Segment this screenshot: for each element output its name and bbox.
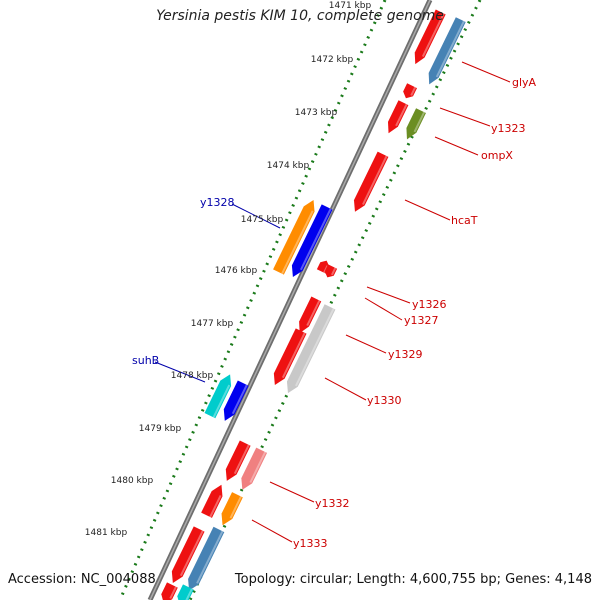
gene-labels: glyA y1323 ompX hcaT y1326 y1327 y1329 y1330 y13… xyxy=(132,76,537,550)
gene-ompX-arrow[interactable] xyxy=(402,108,426,142)
kbp-tick-label: 1481 kbp xyxy=(85,528,128,538)
gene-red-2-highlight xyxy=(209,495,222,518)
gene-y1323-highlight xyxy=(395,103,408,127)
gene-suhB-cyan-highlight xyxy=(212,384,231,418)
accession-text: Accession: NC_004088 xyxy=(8,572,156,587)
gene-suhB-cyan[interactable] xyxy=(204,372,236,419)
gene-suhB-arrow[interactable] xyxy=(219,380,249,423)
gene-steelblue-2-highlight xyxy=(196,530,224,584)
genome-summary-text: Topology: circular; Length: 4,600,755 bp… xyxy=(234,572,592,587)
gene-red-4-highlight xyxy=(169,586,177,599)
gene-label[interactable]: y1330 xyxy=(367,394,402,407)
kbp-tick-label: 1472 kbp xyxy=(311,55,354,65)
gene-y1332-pink[interactable] xyxy=(237,447,268,493)
gene-label[interactable]: y1323 xyxy=(491,122,526,135)
leader-lines-left xyxy=(154,203,281,383)
gene-steelblue-2[interactable] xyxy=(184,526,225,593)
leader-lines-right xyxy=(251,61,511,543)
gene-glyA[interactable] xyxy=(424,17,466,87)
gene-label[interactable]: y1332 xyxy=(315,497,350,510)
gene-y1323[interactable] xyxy=(384,100,409,135)
gene-small-arrow[interactable] xyxy=(401,83,418,100)
gene-y1326a-highlight xyxy=(323,265,329,274)
gene-glyA-arrow[interactable] xyxy=(424,17,466,87)
gene-red-2-arrow[interactable] xyxy=(201,482,227,518)
gene-y1333-highlight xyxy=(229,496,242,519)
gene-red-2[interactable] xyxy=(201,482,227,518)
gene-label[interactable]: y1329 xyxy=(388,348,423,361)
gene-y1328-arrow[interactable] xyxy=(288,204,333,279)
gene-y1328-highlight xyxy=(299,208,332,271)
gene-red-1-arrow[interactable] xyxy=(221,440,251,483)
gene-features xyxy=(158,9,466,600)
gene-y1323-arrow[interactable] xyxy=(384,100,409,135)
kbp-tick-label: 1476 kbp xyxy=(215,266,258,276)
gene-suhB-highlight xyxy=(231,384,248,415)
gene-label[interactable]: ompX xyxy=(481,149,513,162)
gene-label[interactable]: y1333 xyxy=(293,537,328,550)
gene-glyA-region-highlight xyxy=(421,13,445,58)
gene-label[interactable]: y1328 xyxy=(200,196,235,209)
gene-hcaT[interactable] xyxy=(350,151,389,215)
gene-y1326b[interactable] xyxy=(323,264,338,279)
gene-y1328-orange-arrow[interactable] xyxy=(273,197,319,275)
gene-label[interactable]: hcaT xyxy=(451,214,478,227)
gene-label[interactable]: y1327 xyxy=(404,314,439,327)
kbp-tick-label: 1474 kbp xyxy=(267,161,310,171)
gene-red-3[interactable] xyxy=(167,526,205,585)
kbp-tick-label: 1480 kbp xyxy=(111,476,154,486)
gene-ompX[interactable] xyxy=(402,108,426,142)
gene-y1328[interactable] xyxy=(288,204,333,279)
gene-y1327-arrow[interactable] xyxy=(295,296,322,336)
gene-small-highlight xyxy=(410,86,417,96)
gene-y1326b-highlight xyxy=(331,267,337,276)
gene-glyA-region-arrow[interactable] xyxy=(410,9,446,67)
gene-y1329-arrow[interactable] xyxy=(269,328,307,387)
gene-red-1-highlight xyxy=(233,444,250,475)
gene-y1328-orange[interactable] xyxy=(273,197,319,275)
inner-dotted-track xyxy=(118,0,387,600)
kbp-tick-label: 1471 kbp xyxy=(329,1,372,11)
gene-y1329-highlight xyxy=(281,332,306,379)
kbp-tick-label: 1477 kbp xyxy=(191,319,234,329)
gene-y1327[interactable] xyxy=(295,296,322,336)
gene-red-3-highlight xyxy=(179,530,204,577)
kbp-tick-label: 1479 kbp xyxy=(139,424,182,434)
gene-y1330-highlight xyxy=(295,308,335,387)
gene-ompX-highlight xyxy=(413,111,426,133)
gene-y1327-highlight xyxy=(306,300,321,327)
kbp-tick-label: 1478 kbp xyxy=(171,371,214,381)
gene-cyan-2-highlight xyxy=(185,588,193,600)
gene-steelblue-2-arrow[interactable] xyxy=(184,526,225,593)
gene-y1329[interactable] xyxy=(269,328,307,387)
gene-red-4[interactable] xyxy=(158,582,178,600)
kbp-tick-labels: 1471 kbp 1472 kbp 1473 kbp 1474 kbp 1475 kbp… xyxy=(85,1,372,538)
gene-y1332-pink-highlight xyxy=(249,451,267,483)
gene-red-3-arrow[interactable] xyxy=(167,526,205,585)
gene-y1333[interactable] xyxy=(217,492,243,528)
kbp-tick-label: 1475 kbp xyxy=(241,215,284,225)
gene-hcaT-highlight xyxy=(362,155,388,205)
gene-suhB-cyan-arrow[interactable] xyxy=(204,372,236,419)
gene-red-4-arrow[interactable] xyxy=(158,582,178,600)
gene-y1328-orange-highlight xyxy=(281,210,314,275)
gene-small[interactable] xyxy=(401,83,418,100)
gene-glyA-region[interactable] xyxy=(410,9,446,67)
gene-y1330-arrow[interactable] xyxy=(283,304,336,396)
gene-label[interactable]: y1326 xyxy=(412,298,447,311)
gene-label[interactable]: glyA xyxy=(512,76,537,89)
gene-label[interactable]: suhB xyxy=(132,354,159,367)
gene-y1330[interactable] xyxy=(283,304,336,396)
gene-y1326b-arrow[interactable] xyxy=(323,264,338,279)
gene-red-1[interactable] xyxy=(221,440,251,483)
genome-title: Yersinia pestis KIM 10, complete genome xyxy=(156,8,444,24)
gene-y1333-arrow[interactable] xyxy=(217,492,243,528)
gene-suhB[interactable] xyxy=(219,380,249,423)
gene-hcaT-arrow[interactable] xyxy=(350,151,389,215)
gene-y1332-pink-arrow[interactable] xyxy=(237,447,268,493)
kbp-tick-label: 1473 kbp xyxy=(295,108,338,118)
gene-glyA-highlight xyxy=(435,20,465,78)
